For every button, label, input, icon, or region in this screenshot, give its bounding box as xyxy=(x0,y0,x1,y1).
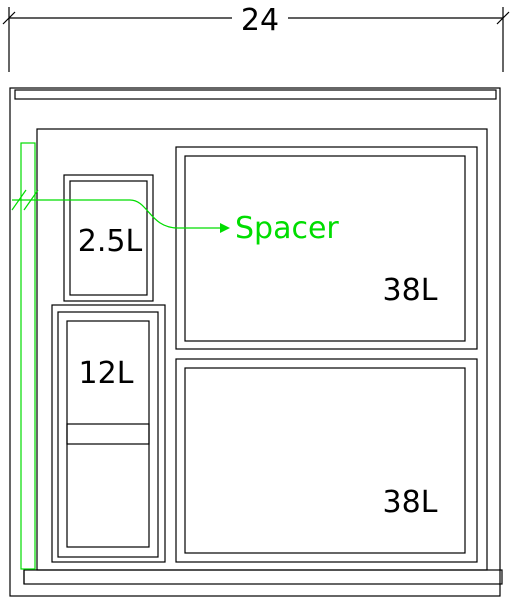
large-bin-top-38l xyxy=(175,146,478,350)
spacer-panel xyxy=(20,142,36,570)
countertop xyxy=(14,89,497,100)
medium-bin-outer xyxy=(57,311,159,558)
toe-kick xyxy=(23,569,503,585)
cabinet-outer xyxy=(9,87,501,597)
spacer-leader-line xyxy=(12,199,222,229)
dimension-tick-left xyxy=(2,11,16,25)
large-bin-top-label: 38L xyxy=(383,273,438,308)
medium-bin-handle xyxy=(66,423,150,445)
small-bin-inner xyxy=(69,180,148,296)
small-bin-2-5l xyxy=(63,174,154,302)
spacer-label: Spacer xyxy=(235,211,339,246)
small-bin-outer xyxy=(63,174,154,302)
large-bin-top-inner xyxy=(184,155,466,342)
medium-bin-label: 12L xyxy=(79,356,134,391)
width-dimension-value: 24 xyxy=(241,3,279,38)
spacer-annotation xyxy=(11,142,222,570)
large-bin-bottom-outer xyxy=(175,358,478,563)
large-bin-top-outer xyxy=(175,146,478,350)
width-dimension xyxy=(2,7,510,72)
dimension-tick-right xyxy=(496,11,510,25)
medium-bin-12l xyxy=(51,304,166,563)
spacer-arrowhead xyxy=(220,223,230,233)
large-bin-bottom-label: 38L xyxy=(383,485,438,520)
large-bin-bottom-inner xyxy=(184,367,466,554)
small-bin-label: 2.5L xyxy=(78,224,143,259)
medium-bin-inner xyxy=(66,320,150,548)
medium-bin-frame xyxy=(51,304,166,563)
cabinet-frame xyxy=(9,87,503,597)
large-bin-bottom-38l xyxy=(175,358,478,563)
